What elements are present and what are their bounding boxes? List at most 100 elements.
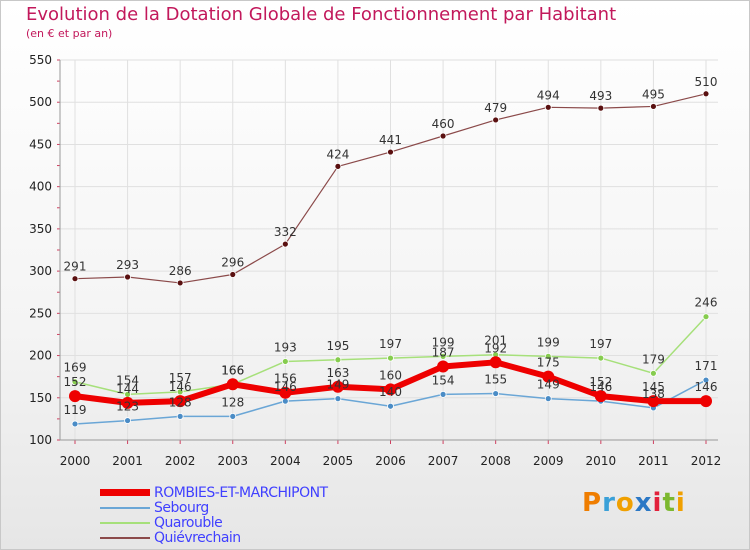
legend-item: Sebourg bbox=[100, 499, 209, 516]
data-label: 128 bbox=[169, 395, 192, 409]
data-label: 199 bbox=[432, 335, 455, 349]
data-label: 145 bbox=[642, 380, 665, 394]
data-point bbox=[650, 103, 657, 110]
series-quarouble bbox=[71, 313, 710, 398]
data-label: 424 bbox=[326, 147, 349, 161]
data-label: 163 bbox=[326, 366, 349, 380]
data-label: 494 bbox=[537, 88, 560, 102]
data-point bbox=[121, 396, 134, 409]
data-point bbox=[387, 354, 394, 362]
legend-label: Sebourg bbox=[154, 499, 209, 516]
x-tick-label: 2004 bbox=[270, 454, 301, 468]
x-tick-label: 2000 bbox=[60, 454, 91, 468]
data-label: 201 bbox=[484, 334, 507, 348]
data-point bbox=[331, 380, 344, 393]
data-label: 166 bbox=[221, 363, 244, 377]
data-point bbox=[71, 420, 79, 428]
data-label: 146 bbox=[695, 380, 718, 394]
data-label: 146 bbox=[169, 380, 192, 394]
legend-swatch bbox=[100, 506, 150, 509]
legend-item: Quarouble bbox=[100, 514, 223, 531]
data-point bbox=[124, 417, 131, 424]
data-label: 286 bbox=[169, 264, 192, 278]
data-label: 169 bbox=[64, 361, 87, 375]
x-tick-label: 2010 bbox=[586, 454, 617, 468]
data-label: 166 bbox=[221, 363, 244, 377]
data-label: 154 bbox=[116, 373, 139, 387]
proxiti-logo: Proxiti bbox=[582, 488, 686, 518]
data-label: 149 bbox=[326, 378, 349, 392]
data-label: 155 bbox=[484, 373, 507, 387]
data-label: 157 bbox=[169, 371, 192, 385]
data-point bbox=[174, 395, 187, 408]
data-point bbox=[702, 90, 710, 98]
data-label: 175 bbox=[537, 356, 560, 370]
data-label: 199 bbox=[537, 335, 560, 349]
data-point bbox=[71, 275, 79, 283]
data-label: 140 bbox=[379, 385, 402, 399]
x-tick-label: 2006 bbox=[375, 454, 406, 468]
y-tick-label: 150 bbox=[29, 391, 52, 405]
legend-swatch bbox=[100, 521, 150, 524]
data-point bbox=[229, 412, 237, 420]
y-tick-label: 200 bbox=[29, 349, 52, 363]
data-point bbox=[437, 360, 450, 373]
data-label: 246 bbox=[695, 296, 718, 310]
logo-letter: P bbox=[582, 488, 603, 518]
data-point bbox=[281, 240, 289, 248]
chart-title: Evolution de la Dotation Globale de Fonc… bbox=[26, 4, 617, 25]
y-tick-label: 400 bbox=[29, 180, 52, 194]
series-rombies-et-marchipont bbox=[69, 356, 712, 409]
data-label: 495 bbox=[642, 87, 665, 101]
data-point bbox=[702, 376, 710, 384]
data-point bbox=[384, 383, 397, 396]
data-point bbox=[334, 356, 342, 364]
data-point bbox=[492, 116, 500, 124]
data-label: 154 bbox=[432, 373, 455, 387]
data-point bbox=[124, 273, 131, 281]
data-label: 510 bbox=[695, 75, 718, 89]
data-point bbox=[702, 313, 710, 321]
data-point bbox=[229, 271, 237, 278]
x-tick-label: 2012 bbox=[691, 454, 722, 468]
data-label: 119 bbox=[64, 403, 87, 417]
data-point bbox=[176, 412, 184, 420]
data-point bbox=[492, 390, 500, 397]
logo-letter: r bbox=[602, 488, 616, 518]
data-point bbox=[489, 356, 502, 369]
data-label: 179 bbox=[642, 352, 665, 366]
data-label: 128 bbox=[221, 395, 244, 409]
chart-subtitle: (en € et par an) bbox=[26, 27, 113, 40]
x-tick-label: 2003 bbox=[217, 454, 248, 468]
data-label: 138 bbox=[642, 387, 665, 401]
x-tick-label: 2008 bbox=[480, 454, 511, 468]
logo-letter: x bbox=[634, 488, 653, 518]
data-point bbox=[647, 395, 660, 408]
x-tick-label: 2011 bbox=[638, 454, 669, 468]
y-tick-label: 500 bbox=[29, 95, 52, 109]
data-label: 293 bbox=[116, 258, 139, 272]
data-label: 296 bbox=[221, 255, 244, 269]
data-point bbox=[439, 352, 447, 360]
y-tick-label: 350 bbox=[29, 222, 52, 236]
data-point bbox=[279, 386, 292, 399]
data-label: 291 bbox=[64, 260, 87, 274]
data-point bbox=[387, 148, 394, 156]
data-point bbox=[281, 358, 289, 365]
legend-item: Quiévrechain bbox=[100, 530, 241, 546]
data-point bbox=[650, 369, 657, 377]
data-point bbox=[439, 390, 447, 398]
data-point bbox=[176, 388, 184, 396]
data-label: 149 bbox=[537, 378, 560, 392]
x-tick-label: 2002 bbox=[165, 454, 196, 468]
data-point bbox=[544, 395, 552, 403]
data-label: 152 bbox=[64, 375, 87, 389]
data-point bbox=[334, 395, 342, 403]
data-point bbox=[334, 162, 342, 170]
x-tick-label: 2009 bbox=[533, 454, 564, 468]
legend-label: Quarouble bbox=[154, 514, 223, 531]
logo-letter: o bbox=[615, 488, 635, 518]
data-label: 187 bbox=[432, 346, 455, 360]
data-point bbox=[544, 103, 552, 111]
